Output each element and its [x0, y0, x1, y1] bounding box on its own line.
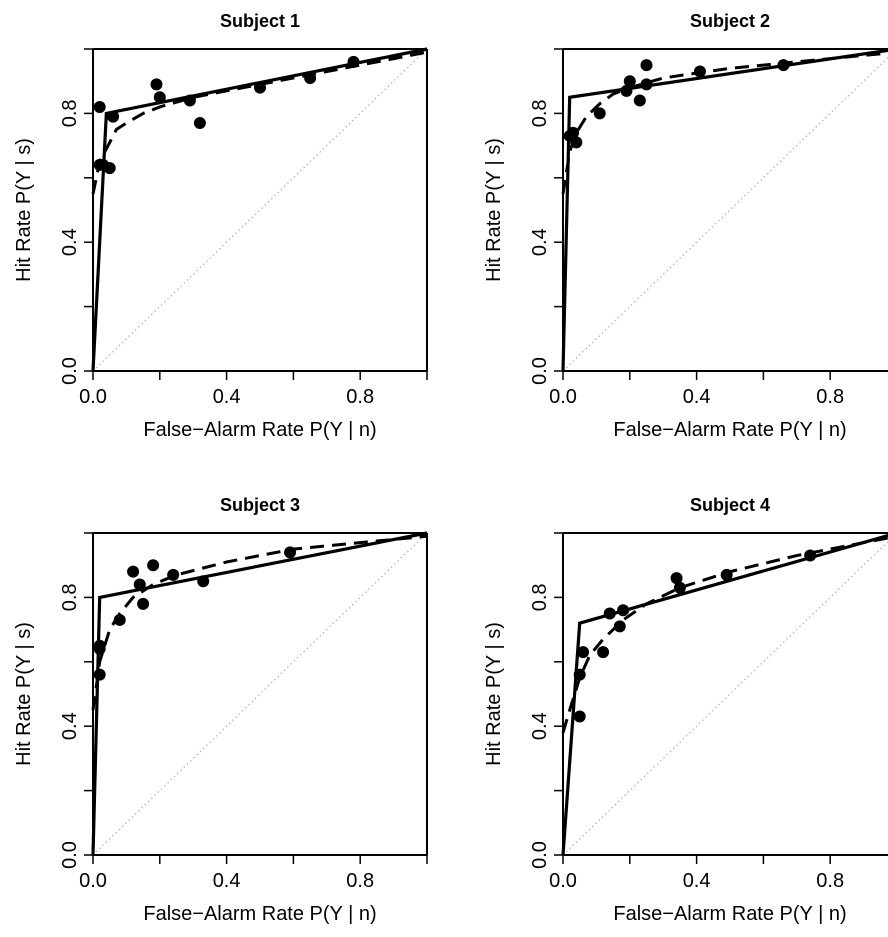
data-point: [147, 559, 160, 572]
data-point: [573, 710, 586, 723]
chance-line: [92, 532, 428, 856]
data-point: [640, 59, 653, 72]
y-tick-label: 0.4: [59, 712, 81, 740]
x-tick-label: 0.4: [213, 870, 241, 892]
data-point: [93, 100, 106, 113]
y-axis-label: Hit Rate P(Y | s): [483, 138, 505, 282]
y-tick-label: 0.4: [529, 228, 551, 256]
y-tick-label: 0.0: [59, 841, 81, 869]
data-point: [153, 91, 166, 104]
data-point: [567, 126, 580, 139]
data-point: [777, 59, 790, 72]
x-tick-label: 0.8: [816, 870, 844, 892]
data-point: [603, 607, 616, 620]
data-point: [620, 84, 633, 97]
data-point: [150, 78, 163, 91]
chance-line: [562, 540, 888, 856]
panel-title: Subject 3: [220, 495, 300, 515]
data-point: [693, 65, 706, 78]
x-tick-label: 0.4: [683, 386, 711, 408]
data-point: [93, 642, 106, 655]
data-point: [167, 568, 180, 581]
y-axis-label: Hit Rate P(Y | s): [13, 138, 35, 282]
data-point: [193, 117, 206, 130]
data-point: [633, 94, 646, 107]
data-point: [113, 613, 126, 626]
y-tick-label: 0.8: [59, 99, 81, 127]
data-point: [670, 572, 683, 585]
data-point: [137, 597, 150, 610]
y-tick-label: 0.0: [59, 357, 81, 385]
y-tick-label: 0.8: [529, 583, 551, 611]
data-point: [720, 568, 733, 581]
data-point: [93, 668, 106, 681]
data-point: [127, 565, 140, 578]
data-point: [197, 575, 210, 588]
solid-fit-curve: [561, 533, 888, 856]
data-point: [617, 604, 630, 617]
x-tick-label: 0.4: [213, 386, 241, 408]
y-tick-label: 0.4: [529, 712, 551, 740]
x-axis-label: False−Alarm Rate P(Y | n): [613, 419, 846, 441]
data-point: [304, 71, 317, 84]
dashed-fit-curve: [91, 534, 428, 711]
solid-fit-curve: [91, 531, 428, 856]
data-point: [577, 646, 590, 659]
x-axis-label: False−Alarm Rate P(Y | n): [143, 419, 376, 441]
data-point: [597, 646, 610, 659]
data-point: [623, 75, 636, 88]
x-axis-label: False−Alarm Rate P(Y | n): [613, 903, 846, 925]
dashed-fit-curve: [91, 50, 428, 195]
data-point: [107, 110, 120, 123]
y-tick-label: 0.0: [529, 841, 551, 869]
data-point: [804, 549, 817, 562]
data-point: [673, 581, 686, 594]
x-tick-label: 0.0: [79, 870, 107, 892]
dashed-fit-curve: [561, 536, 888, 734]
x-tick-label: 0.0: [549, 870, 577, 892]
data-point: [573, 668, 586, 681]
panel-2: Subject 2 0.0 0.4 0.8 0.0 0.4 0.8 False−Alarm R…: [483, 11, 888, 441]
data-point: [613, 620, 626, 633]
data-point: [640, 78, 653, 91]
x-tick-label: 0.8: [346, 870, 374, 892]
panel-3: Subject 3 0.0 0.4 0.8 0.0 0.4 0.8 False−Alarm R…: [13, 495, 428, 925]
x-axis-label: False−Alarm Rate P(Y | n): [143, 903, 376, 925]
panel-title: Subject 2: [690, 11, 770, 31]
chance-line: [92, 48, 428, 372]
y-tick-label: 0.0: [529, 357, 551, 385]
y-tick-label: 0.4: [59, 228, 81, 256]
data-point: [254, 81, 266, 94]
panel-title: Subject 1: [220, 11, 300, 31]
data-point: [133, 578, 146, 591]
data-point: [284, 546, 297, 559]
panel-4: Subject 4 0.0 0.4 0.8 0.0 0.4 0.8 False−Alarm R…: [483, 495, 888, 925]
x-tick-label: 0.0: [79, 386, 107, 408]
data-point: [103, 162, 116, 175]
data-point: [570, 136, 583, 149]
solid-fit-curve: [91, 47, 428, 372]
y-axis-label: Hit Rate P(Y | s): [13, 622, 35, 766]
x-tick-label: 0.4: [683, 870, 711, 892]
y-tick-label: 0.8: [59, 583, 81, 611]
x-tick-label: 0.8: [816, 386, 844, 408]
x-tick-label: 0.0: [549, 386, 577, 408]
data-point: [593, 107, 606, 120]
panel-title: Subject 4: [690, 495, 770, 515]
x-tick-label: 0.8: [346, 386, 374, 408]
data-point: [347, 55, 360, 68]
y-axis-label: Hit Rate P(Y | s): [483, 622, 505, 766]
chance-line: [562, 56, 888, 372]
y-tick-label: 0.8: [529, 99, 551, 127]
panel-1: Subject 1 0.0 0.4 0.8 0.0 0.4 0.8 False−Alarm R…: [13, 11, 428, 441]
solid-fit-curve: [561, 48, 888, 372]
data-point: [183, 94, 196, 107]
